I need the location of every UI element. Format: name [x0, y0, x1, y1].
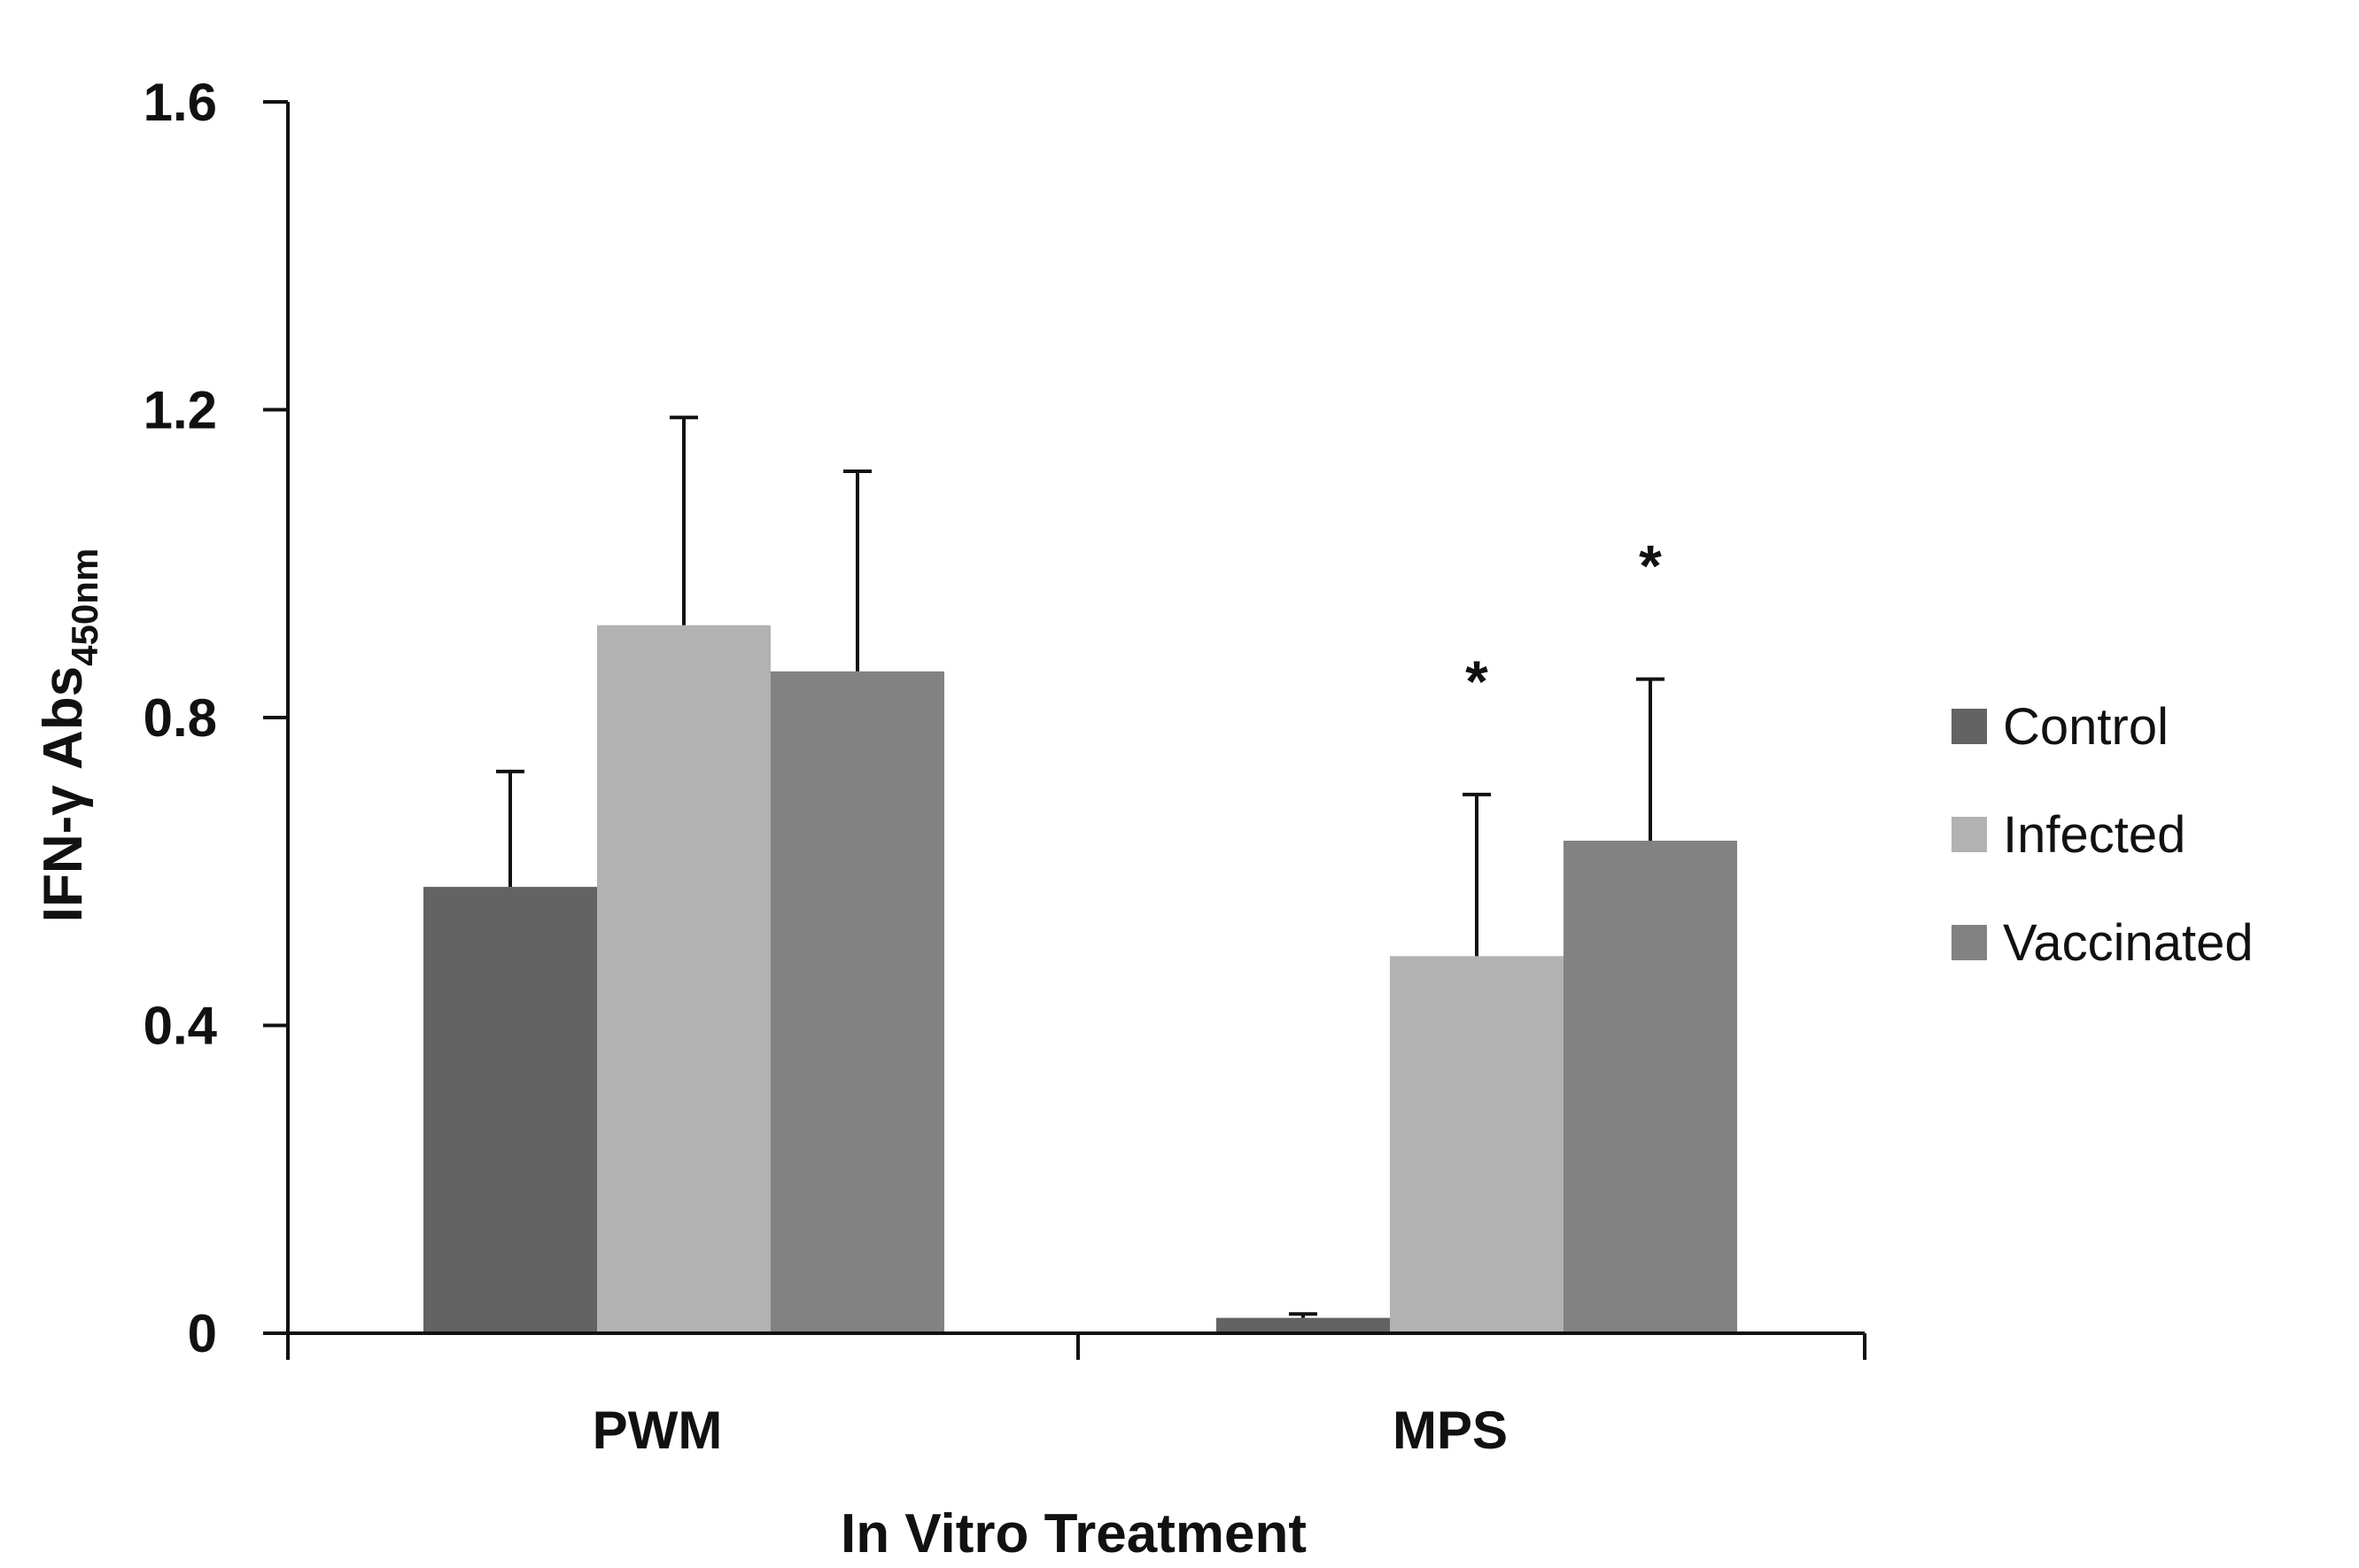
significance-marker-mps-infected: * — [1465, 648, 1488, 714]
y-axis-title-subscript: 450nm — [64, 548, 105, 666]
x-category-label: PWM — [593, 1401, 723, 1460]
y-tick-label: 0 — [188, 1304, 217, 1363]
legend: Control Infected Vaccinated — [1952, 698, 2254, 972]
x-axis-title: In Vitro Treatment — [841, 1503, 1307, 1564]
x-categories-layer: PWM MPS — [593, 1401, 1508, 1460]
significance-marker-mps-vaccinated: * — [1639, 533, 1662, 599]
legend-swatch-infected — [1952, 817, 1987, 852]
y-axis-title-main: IFN-γ Abs — [33, 666, 94, 922]
legend-label-vaccinated: Vaccinated — [2003, 914, 2254, 972]
annotations-layer: ** — [1465, 533, 1662, 714]
bar-pwm-control — [423, 887, 597, 1333]
bar-mps-control — [1216, 1317, 1390, 1333]
bars-layer — [423, 625, 1737, 1333]
x-category-label: MPS — [1393, 1401, 1508, 1460]
legend-swatch-vaccinated — [1952, 925, 1987, 960]
y-tick-label: 1.2 — [144, 381, 217, 440]
bar-mps-infected — [1390, 956, 1564, 1333]
y-tick-label: 1.6 — [144, 73, 217, 132]
y-axis-title: IFN-γ Abs450nm — [33, 548, 105, 922]
legend-swatch-control — [1952, 709, 1987, 744]
bar-pwm-infected — [597, 625, 771, 1333]
y-axis-title-group: IFN-γ Abs450nm — [33, 548, 105, 922]
y-ticks-layer: 0 0.4 0.8 1.2 1.6 — [144, 73, 288, 1363]
bar-pwm-vaccinated — [771, 671, 944, 1333]
error-bars-layer — [496, 415, 1664, 1318]
y-tick-label: 0.8 — [144, 688, 217, 748]
bar-mps-vaccinated — [1564, 841, 1737, 1333]
y-tick-label: 0.4 — [144, 997, 218, 1056]
legend-label-infected: Infected — [2003, 806, 2185, 864]
legend-label-control: Control — [2003, 698, 2169, 756]
